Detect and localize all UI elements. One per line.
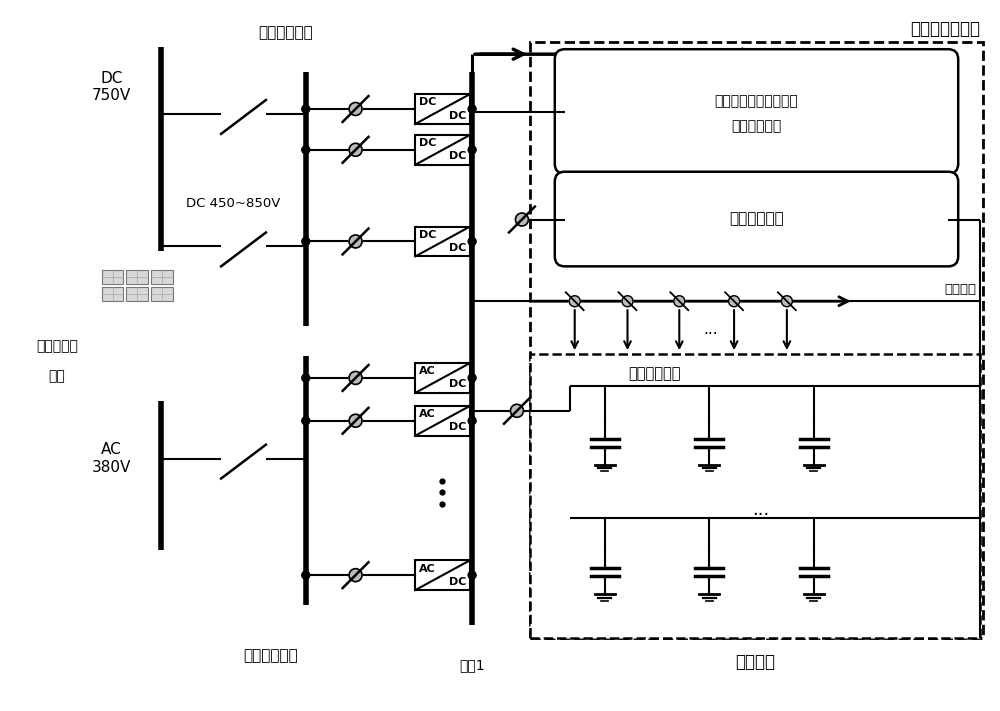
- Circle shape: [569, 296, 580, 306]
- Circle shape: [515, 213, 528, 226]
- Text: 交流供电母线: 交流供电母线: [244, 648, 298, 663]
- Bar: [126, 270, 148, 284]
- FancyBboxPatch shape: [555, 172, 958, 267]
- Text: 蓄电池组: 蓄电池组: [735, 653, 775, 671]
- Text: 并联均流控制: 并联均流控制: [731, 119, 782, 134]
- Text: AC
380V: AC 380V: [92, 442, 131, 475]
- Text: 数据中心负荷: 数据中心负荷: [628, 366, 681, 381]
- Text: DC: DC: [419, 230, 436, 240]
- Text: DC: DC: [419, 97, 436, 107]
- Circle shape: [349, 102, 362, 115]
- Bar: [102, 287, 123, 301]
- Text: DC: DC: [449, 110, 467, 121]
- Bar: [415, 135, 470, 165]
- Text: 母线1: 母线1: [459, 658, 485, 672]
- Circle shape: [302, 237, 310, 245]
- Text: 发电: 发电: [48, 369, 65, 383]
- Text: 电源主控制系统: 电源主控制系统: [910, 21, 980, 38]
- Bar: [415, 94, 470, 124]
- Text: DC
750V: DC 750V: [92, 71, 131, 103]
- Text: AC: AC: [419, 409, 436, 419]
- Bar: [530, 42, 983, 638]
- Text: ...: ...: [752, 501, 770, 520]
- Circle shape: [302, 146, 310, 154]
- Circle shape: [468, 105, 476, 113]
- Text: DC: DC: [449, 380, 467, 390]
- Circle shape: [622, 296, 633, 306]
- Text: ...: ...: [704, 321, 718, 336]
- Text: DC: DC: [449, 577, 467, 587]
- Circle shape: [468, 374, 476, 382]
- Circle shape: [781, 296, 792, 306]
- Text: 配电母线: 配电母线: [944, 283, 976, 296]
- Circle shape: [302, 571, 310, 579]
- Circle shape: [349, 415, 362, 427]
- Bar: [530, 354, 980, 638]
- Bar: [415, 560, 470, 590]
- Text: AC: AC: [419, 564, 436, 574]
- Text: DC: DC: [449, 422, 467, 432]
- Text: DC 450~850V: DC 450~850V: [186, 197, 281, 210]
- Circle shape: [349, 235, 362, 248]
- Circle shape: [468, 237, 476, 245]
- Text: DC: DC: [419, 138, 436, 148]
- Text: DC: DC: [449, 151, 467, 161]
- Circle shape: [468, 417, 476, 424]
- Circle shape: [349, 569, 362, 582]
- Circle shape: [302, 374, 310, 382]
- FancyBboxPatch shape: [555, 49, 958, 173]
- Circle shape: [468, 146, 476, 154]
- Circle shape: [349, 371, 362, 385]
- Bar: [151, 287, 173, 301]
- Text: 可再生能源: 可再生能源: [36, 339, 78, 353]
- Circle shape: [302, 417, 310, 424]
- Bar: [415, 406, 470, 436]
- Bar: [102, 270, 123, 284]
- Circle shape: [729, 296, 740, 306]
- Bar: [415, 227, 470, 257]
- Circle shape: [349, 144, 362, 156]
- Bar: [151, 270, 173, 284]
- Circle shape: [674, 296, 685, 306]
- Text: 状态监测系统: 状态监测系统: [729, 212, 784, 227]
- Text: DC: DC: [449, 243, 467, 253]
- Bar: [126, 287, 148, 301]
- Circle shape: [510, 405, 523, 417]
- Text: AC: AC: [419, 366, 436, 376]
- Bar: [415, 363, 470, 393]
- Circle shape: [302, 105, 310, 113]
- Text: 多类型交直流变换模块: 多类型交直流变换模块: [715, 95, 798, 109]
- Text: 直流供电母线: 直流供电母线: [258, 25, 313, 41]
- Circle shape: [468, 571, 476, 579]
